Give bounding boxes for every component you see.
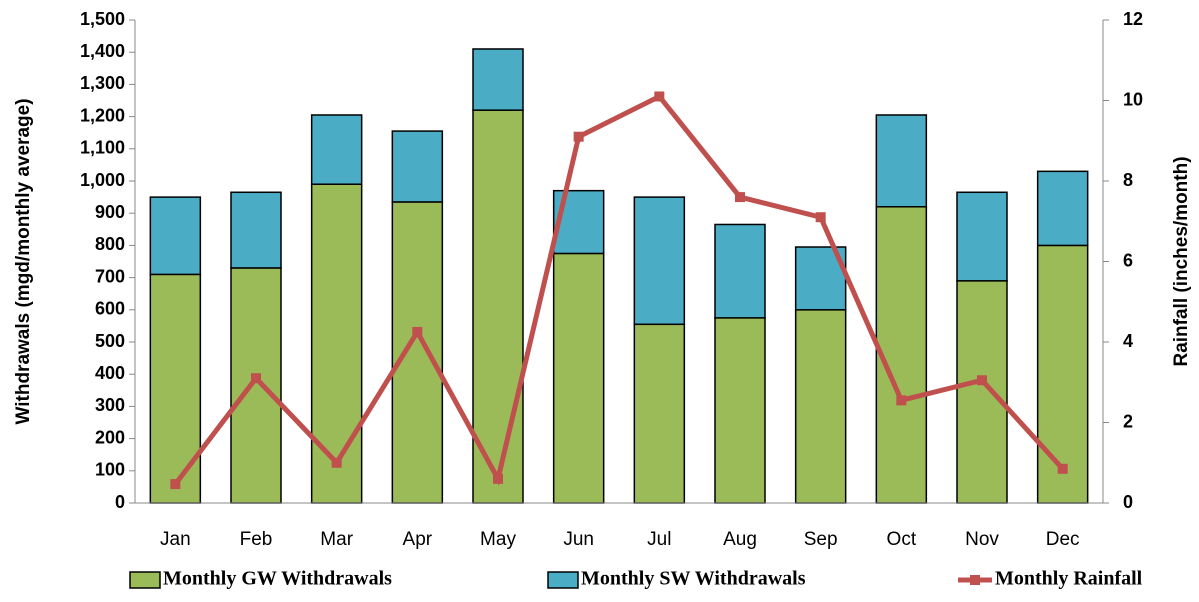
line-marker: [251, 373, 261, 384]
bar: [875, 114, 928, 208]
line-marker: [170, 479, 181, 490]
y2-tick-label: 12: [1123, 9, 1143, 29]
y-tick-label: 400: [95, 363, 125, 383]
legend-label: Monthly Rainfall: [995, 568, 1143, 590]
bar: [310, 183, 363, 504]
legend-label: Monthly SW Withdrawals: [581, 568, 806, 590]
bar: [794, 309, 847, 504]
bar: [391, 201, 444, 504]
x-tick-label: Aug: [723, 529, 757, 550]
x-tick-label: Jun: [563, 529, 594, 550]
line-marker: [735, 192, 745, 203]
line-marker: [977, 375, 987, 386]
line-marker: [331, 457, 342, 468]
y2-tick-label: 4: [1123, 331, 1133, 351]
line-marker: [412, 326, 423, 337]
y2-tick-label: 10: [1123, 89, 1143, 109]
legend-label: Monthly GW Withdrawals: [163, 568, 392, 590]
bar: [472, 48, 524, 111]
x-tick-label: Mar: [320, 529, 353, 550]
bar: [391, 130, 444, 203]
y-tick-label: 100: [95, 460, 125, 480]
bar: [956, 191, 1008, 282]
y-tick-label: 800: [95, 234, 125, 254]
x-tick-label: Nov: [965, 529, 999, 550]
y-tick-label: 1,000: [80, 170, 125, 190]
line-marker: [815, 212, 826, 223]
y2-tick-label: 2: [1123, 411, 1133, 431]
x-tick-label: Oct: [887, 529, 917, 550]
y-tick-label: 1,100: [80, 138, 125, 158]
y-tick-label: 700: [95, 266, 125, 286]
bar: [310, 114, 363, 185]
bar: [149, 273, 202, 504]
y2-tick-label: 0: [1123, 492, 1133, 512]
y-tick-label: 600: [95, 299, 125, 319]
y-tick-label: 900: [95, 202, 125, 222]
bar: [633, 323, 686, 504]
bar: [149, 196, 202, 276]
legend-swatch: [547, 571, 579, 589]
line-marker: [654, 91, 665, 102]
line-marker: [896, 395, 907, 406]
bar: [230, 267, 282, 504]
x-tick-label: May: [480, 529, 516, 550]
x-tick-label: Dec: [1046, 529, 1080, 550]
y-tick-label: 1,400: [80, 41, 125, 61]
y-tick-label: 200: [95, 427, 125, 447]
y-tick-label: 1,300: [80, 73, 125, 93]
bar: [1036, 170, 1089, 247]
bar: [1036, 244, 1089, 504]
x-tick-label: Apr: [403, 529, 433, 550]
line-marker: [493, 473, 503, 484]
bar: [956, 280, 1008, 504]
rainfall-line: [173, 93, 1065, 486]
y-tick-label: 500: [95, 331, 125, 351]
y-tick-label: 0: [115, 492, 125, 512]
y2-axis-label: Rainfall (inches/month): [1171, 156, 1192, 366]
legend-marker: [970, 575, 980, 585]
line-marker: [573, 131, 584, 142]
bar: [633, 196, 686, 326]
y2-tick-label: 6: [1123, 250, 1133, 270]
bar: [875, 206, 928, 504]
y2-tick-label: 8: [1123, 170, 1133, 190]
y-axis-label: Withdrawals (mgd/monthly average): [13, 98, 34, 424]
legend-swatch: [129, 571, 161, 589]
bar: [714, 317, 766, 504]
y-tick-label: 1,200: [80, 105, 125, 125]
bar: [230, 191, 282, 269]
bar: [472, 109, 524, 504]
bar: [714, 223, 766, 319]
x-tick-label: Feb: [240, 529, 273, 550]
x-tick-label: Jan: [160, 529, 191, 550]
y-tick-label: 300: [95, 395, 125, 415]
y-tick-label: 1,500: [80, 9, 125, 29]
bar: [552, 252, 605, 504]
x-tick-label: Jul: [647, 529, 671, 550]
line-marker: [1057, 463, 1068, 474]
x-tick-label: Sep: [804, 529, 838, 550]
